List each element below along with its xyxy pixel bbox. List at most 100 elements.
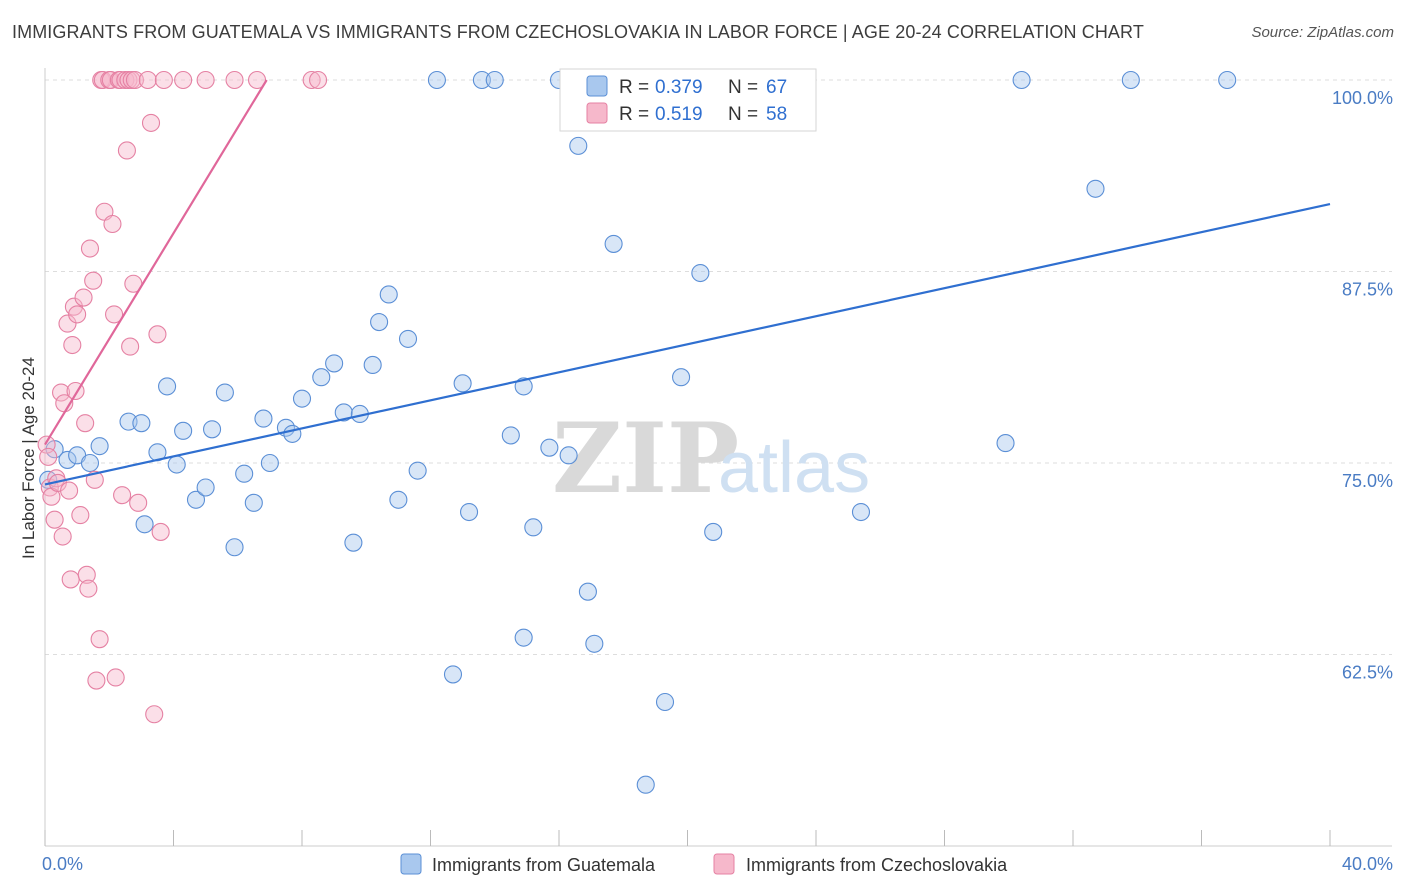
guatemala-point-11	[174, 421, 193, 440]
watermark-zip: ZIP	[552, 402, 739, 515]
y-axis-title: In Labor Force | Age 20-24	[19, 357, 38, 559]
guatemala-point-39	[472, 70, 491, 90]
guatemala-point-25	[325, 354, 344, 373]
czechoslovakia-point-48	[145, 705, 164, 724]
y-tick-labels: 62.5% 75.0% 87.5% 100.0%	[1332, 88, 1393, 683]
y-tick-label-3: 100.0%	[1332, 88, 1393, 108]
czechoslovakia-point-21	[79, 579, 98, 598]
y-tick-label-0: 62.5%	[1342, 663, 1393, 683]
guatemala-point-26	[334, 403, 353, 422]
guatemala-point-40	[485, 70, 504, 90]
guatemala-point-4	[90, 437, 109, 456]
guatemala-point-27	[344, 533, 363, 552]
guatemala-point-38	[459, 502, 479, 522]
guatemala-point-43	[514, 628, 533, 647]
czechoslovakia-point-39	[117, 141, 136, 160]
legend-swatch-bottom-guatemala	[400, 853, 422, 875]
guatemala-point-16	[225, 538, 244, 557]
czechoslovakia-point-47	[141, 113, 161, 132]
guatemala-point-3	[80, 453, 100, 473]
y-tick-label-1: 75.0%	[1342, 471, 1393, 491]
guatemala-point-32	[389, 490, 408, 509]
guatemala-point-31	[379, 285, 398, 304]
guatemala-point-23	[292, 389, 312, 408]
guatemala-point-22	[283, 424, 302, 443]
guatemala-point-64	[1121, 70, 1140, 90]
czechoslovakia-point-23	[84, 271, 103, 290]
czechoslovakia-point-16	[68, 305, 87, 324]
czechoslovakia-point-33	[105, 305, 124, 324]
guatemala-point-45	[540, 438, 559, 457]
guatemala-point-33	[398, 329, 418, 348]
correlation-legend: R = 0.379 N = 67 R = 0.519 N = 58	[559, 68, 817, 132]
guatemala-point-65	[1218, 70, 1237, 90]
guatemala-point-19	[254, 409, 273, 428]
guatemala-point-29	[363, 355, 382, 375]
legend-label-guatemala: Immigrants from Guatemala	[432, 855, 656, 875]
czechoslovakia-point-49	[148, 325, 167, 344]
czechoslovakia-point-7	[52, 383, 71, 402]
trend-lines	[44, 79, 1331, 486]
czechoslovakia-point-32	[103, 214, 122, 234]
czechoslovakia-point-11	[60, 481, 79, 500]
czechoslovakia-point-45	[129, 493, 148, 512]
y-tick-label-2: 87.5%	[1342, 280, 1393, 300]
czechoslovakia-point-20	[77, 565, 96, 584]
guatemala-point-10	[167, 455, 186, 474]
guatemala-point-20	[260, 453, 279, 473]
czechoslovakia-point-12	[61, 570, 80, 589]
czechoslovakia-point-22	[80, 239, 100, 258]
guatemala-point-14	[203, 420, 222, 439]
guatemala-point-30	[370, 313, 389, 332]
guatemala-point-63	[1086, 179, 1105, 198]
legend-swatch-czechoslovakia	[586, 102, 608, 124]
czechoslovakia-point-57	[309, 70, 328, 90]
guatemala-point-62	[1012, 70, 1031, 90]
x-tick-label-0: 0.0%	[42, 854, 83, 874]
guatemala-point-41	[501, 426, 520, 445]
guatemala-trend-line	[44, 203, 1331, 486]
guatemala-point-15	[215, 383, 234, 402]
guatemala-point-48	[569, 136, 588, 155]
series-guatemala-points	[39, 70, 1237, 794]
guatemala-point-52	[636, 775, 655, 794]
legend-n-label-guatemala: N =	[728, 77, 758, 98]
x-tick-label-1: 40.0%	[1342, 854, 1393, 874]
czechoslovakia-point-41	[121, 337, 140, 356]
guatemala-point-57	[691, 263, 710, 283]
legend-r-value-guatemala: 0.379	[655, 77, 703, 98]
series-czechoslovakia-points	[37, 70, 328, 724]
guatemala-point-35	[427, 70, 446, 90]
czechoslovakia-point-19	[76, 414, 95, 433]
x-tick-labels: 0.0% 40.0%	[42, 854, 1393, 874]
czechoslovakia-point-51	[154, 70, 173, 90]
czechoslovakia-point-37	[113, 486, 132, 505]
guatemala-point-55	[672, 368, 691, 387]
legend-swatch-bottom-czechoslovakia	[713, 853, 735, 875]
czechoslovakia-point-1	[39, 447, 58, 466]
guatemala-point-7	[135, 515, 154, 534]
guatemala-point-50	[585, 634, 604, 653]
source-label: Source: ZipAtlas.com	[1251, 24, 1394, 41]
czechoslovakia-point-53	[196, 70, 215, 90]
guatemala-point-13	[196, 478, 215, 497]
chart-title: IMMIGRANTS FROM GUATEMALA VS IMMIGRANTS …	[12, 22, 1144, 42]
series-legend: Immigrants from Guatemala Immigrants fro…	[400, 853, 1008, 875]
guatemala-point-49	[578, 582, 597, 601]
guatemala-point-42	[514, 377, 533, 396]
guatemala-point-36	[443, 665, 463, 684]
guatemala-point-6	[132, 414, 151, 433]
guatemala-point-17	[235, 464, 254, 483]
legend-n-value-guatemala: 67	[766, 77, 787, 98]
guatemala-point-9	[158, 377, 177, 396]
guatemala-point-44	[524, 518, 543, 537]
czechoslovakia-point-4	[45, 510, 64, 529]
legend-r-value-czechoslovakia: 0.519	[655, 104, 703, 125]
czechoslovakia-point-18	[74, 288, 93, 307]
guatemala-point-34	[408, 461, 427, 480]
czechoslovakia-point-17	[71, 506, 90, 525]
legend-label-czechoslovakia: Immigrants from Czechoslovakia	[746, 855, 1008, 875]
czechoslovakia-point-50	[151, 522, 170, 541]
czechoslovakia-point-56	[302, 70, 321, 90]
